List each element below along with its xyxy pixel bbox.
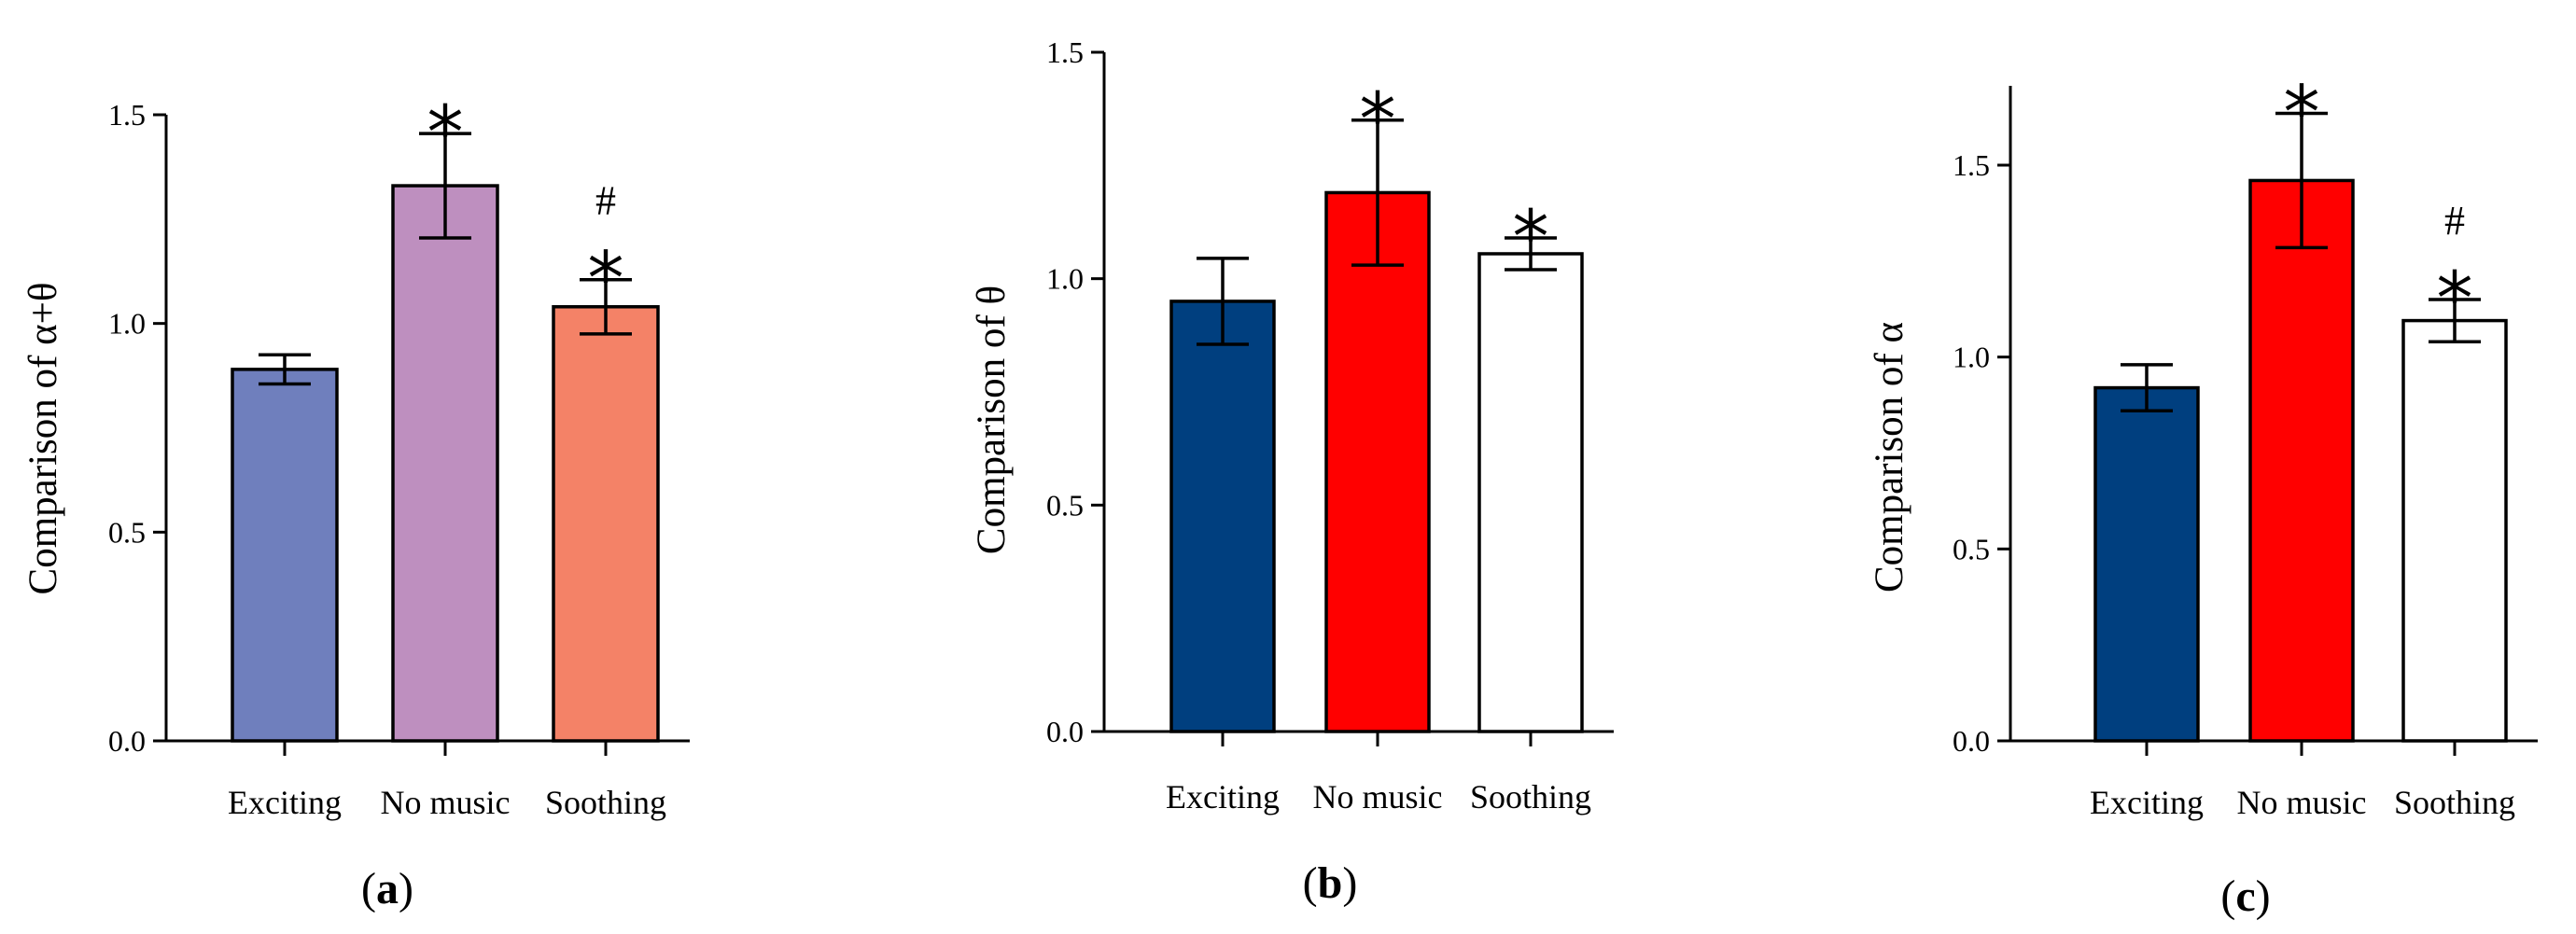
significance-star: * bbox=[588, 238, 624, 322]
y-tick-label: 1.5 bbox=[108, 98, 146, 132]
x-tick-label: No music bbox=[381, 784, 511, 821]
significance-star: * bbox=[2437, 258, 2473, 342]
significance-star: * bbox=[2284, 71, 2320, 155]
y-tick-label: 0.0 bbox=[1046, 715, 1084, 748]
significance-star: * bbox=[1360, 78, 1396, 162]
y-tick-label: 0.5 bbox=[1953, 532, 1990, 565]
x-tick-label: Soothing bbox=[2394, 784, 2515, 821]
x-tick-label: Soothing bbox=[1470, 778, 1591, 816]
panel-a: 0.0 0.5 1.0 1.5 Comparison of α+θ Exciting No … bbox=[21, 91, 690, 913]
significance-star: * bbox=[427, 91, 464, 175]
panel-label: (b) bbox=[1303, 858, 1358, 908]
x-tick-label: Soothing bbox=[545, 784, 666, 821]
y-tick-label: 1.0 bbox=[1953, 341, 1990, 374]
panel-label: (c) bbox=[2220, 871, 2270, 921]
y-axis-title: Comparison of α bbox=[1868, 322, 1911, 592]
bar bbox=[231, 368, 339, 743]
y-axis-title: Comparison of α+θ bbox=[21, 283, 65, 595]
x-tick-label: No music bbox=[1313, 778, 1443, 816]
y-tick-label: 1.0 bbox=[108, 307, 146, 341]
panel-c: 0.0 0.5 1.0 1.5 Comparison of α Exciting No mu… bbox=[1868, 71, 2538, 921]
y-tick-label: 0.0 bbox=[1953, 724, 1990, 758]
y-axis-title: Comparison of θ bbox=[970, 286, 1014, 554]
x-tick-label: Exciting bbox=[1166, 778, 1280, 816]
y-tick-label: 0.5 bbox=[1046, 488, 1084, 522]
bar bbox=[2248, 178, 2355, 743]
x-tick-label: Exciting bbox=[2090, 784, 2204, 821]
x-tick-label: No music bbox=[2237, 784, 2367, 821]
significance-hash: # bbox=[595, 178, 616, 224]
y-tick-label: 1.5 bbox=[1046, 35, 1084, 69]
bar bbox=[1169, 300, 1276, 733]
panel-label: (a) bbox=[361, 864, 413, 913]
y-tick-label: 1.5 bbox=[1953, 148, 1990, 182]
panel-b: 0.0 0.5 1.0 1.5 Comparison of θ Exciting No mu… bbox=[970, 35, 1614, 908]
y-tick-label: 1.0 bbox=[1046, 262, 1084, 296]
bar bbox=[2093, 385, 2200, 743]
bar bbox=[1477, 252, 1584, 733]
y-tick-label: 0.5 bbox=[108, 515, 146, 549]
bar bbox=[2401, 318, 2508, 743]
bar bbox=[391, 184, 499, 743]
bar bbox=[552, 305, 660, 743]
y-tick-label: 0.0 bbox=[108, 724, 146, 758]
x-tick-label: Exciting bbox=[228, 784, 342, 821]
significance-star: * bbox=[1513, 196, 1549, 280]
bar bbox=[1324, 190, 1431, 733]
significance-hash: # bbox=[2444, 198, 2465, 244]
